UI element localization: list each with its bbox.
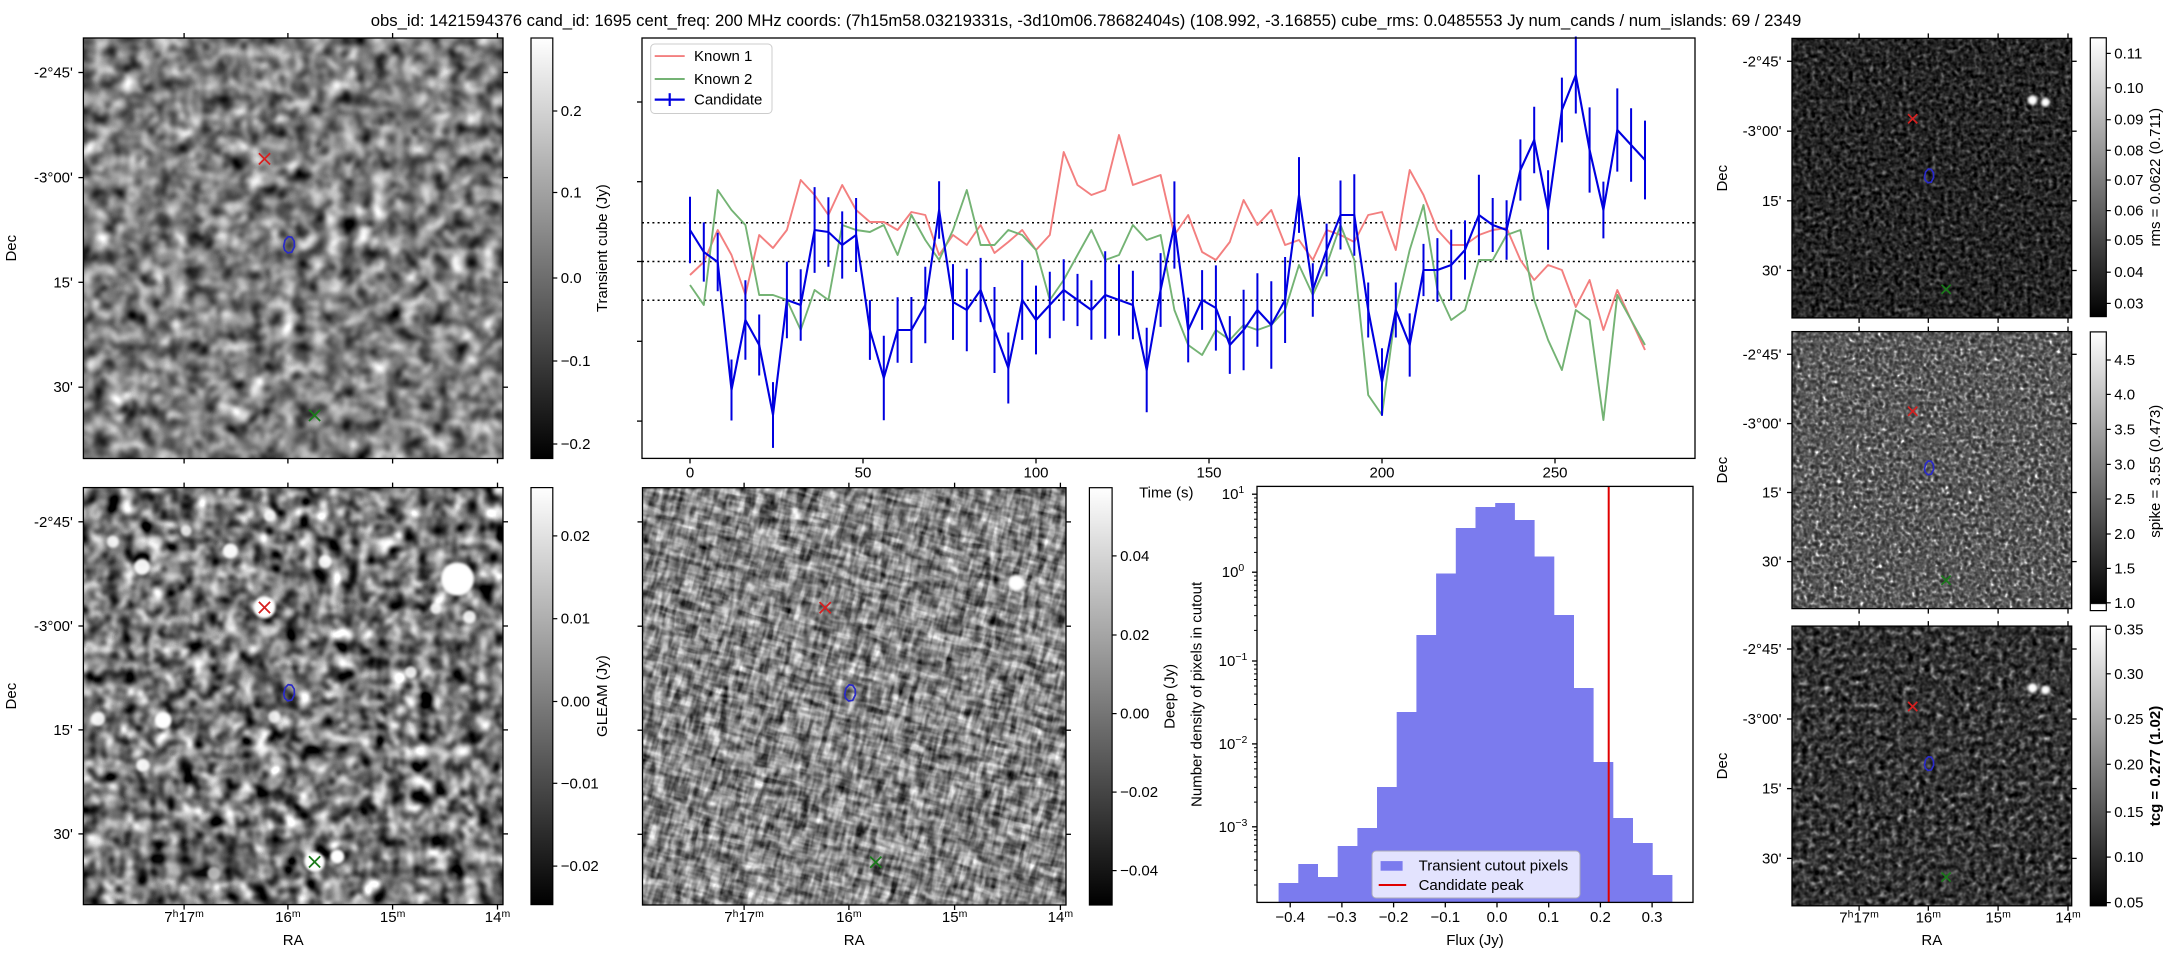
- svg-text:−0.4: −0.4: [1275, 909, 1305, 926]
- svg-text:0.11: 0.11: [2114, 45, 2142, 62]
- svg-text:200: 200: [1369, 465, 1394, 482]
- svg-text:0.10: 0.10: [2114, 849, 2143, 866]
- svg-text:Flux (Jy): Flux (Jy): [1446, 932, 1504, 949]
- svg-text:−0.1: −0.1: [1430, 909, 1460, 926]
- svg-text:−0.02: −0.02: [561, 858, 599, 875]
- svg-text:−0.01: −0.01: [561, 775, 599, 792]
- svg-text:30': 30': [53, 826, 73, 843]
- svg-text:Dec: Dec: [1714, 164, 1731, 191]
- svg-text:50: 50: [855, 465, 872, 482]
- svg-text:250: 250: [1542, 465, 1567, 482]
- svg-text:0.3: 0.3: [1642, 909, 1663, 926]
- svg-text:-3°00': -3°00': [1743, 123, 1782, 140]
- svg-text:Dec: Dec: [3, 682, 20, 709]
- svg-text:RA: RA: [844, 932, 865, 949]
- svg-text:0.1: 0.1: [1538, 909, 1559, 926]
- svg-text:15': 15': [1762, 193, 1782, 210]
- svg-text:0.08: 0.08: [2114, 142, 2143, 159]
- svg-text:-3°00': -3°00': [1743, 416, 1782, 433]
- svg-text:Candidate: Candidate: [694, 92, 762, 109]
- svg-text:Dec: Dec: [3, 234, 20, 261]
- svg-text:2.0: 2.0: [2114, 526, 2135, 543]
- svg-text:0.05: 0.05: [2114, 895, 2143, 912]
- svg-text:30': 30': [1762, 263, 1782, 280]
- svg-text:-2°45': -2°45': [1743, 53, 1782, 70]
- svg-text:0.2: 0.2: [561, 103, 582, 120]
- svg-text:−0.02: −0.02: [1120, 784, 1158, 801]
- svg-text:-2°45': -2°45': [1743, 346, 1782, 363]
- svg-text:-2°45': -2°45': [34, 514, 73, 531]
- svg-text:GLEAM (Jy): GLEAM (Jy): [594, 655, 611, 737]
- svg-text:0.04: 0.04: [1120, 548, 1149, 565]
- svg-text:Known 1: Known 1: [694, 48, 752, 65]
- svg-text:0.25: 0.25: [2114, 711, 2143, 728]
- svg-text:spike = 3.55 (0.473): spike = 3.55 (0.473): [2147, 405, 2164, 538]
- svg-text:4.0: 4.0: [2114, 386, 2135, 403]
- svg-text:−0.2: −0.2: [1379, 909, 1409, 926]
- svg-text:0.15: 0.15: [2114, 804, 2143, 821]
- svg-text:0.2: 0.2: [1590, 909, 1611, 926]
- svg-text:0.02: 0.02: [1120, 627, 1149, 644]
- svg-text:0: 0: [686, 465, 694, 482]
- svg-text:2.5: 2.5: [2114, 491, 2135, 508]
- svg-text:1.0: 1.0: [2114, 595, 2135, 612]
- svg-text:15': 15': [53, 722, 73, 739]
- svg-text:Transient cutout pixels: Transient cutout pixels: [1419, 857, 1569, 874]
- svg-text:30': 30': [1762, 554, 1782, 571]
- svg-text:Candidate peak: Candidate peak: [1419, 877, 1525, 894]
- svg-text:−0.2: −0.2: [561, 436, 591, 453]
- svg-text:Dec: Dec: [1714, 752, 1731, 779]
- svg-text:30': 30': [1762, 850, 1782, 867]
- svg-text:tcg = 0.277 (1.02): tcg = 0.277 (1.02): [2147, 706, 2164, 826]
- svg-text:0.0: 0.0: [561, 270, 582, 287]
- svg-text:0.02: 0.02: [561, 528, 590, 545]
- svg-text:Transient cube (Jy): Transient cube (Jy): [594, 184, 611, 312]
- svg-text:Time (s): Time (s): [1139, 485, 1193, 502]
- svg-text:0.01: 0.01: [561, 611, 590, 628]
- svg-text:0.03: 0.03: [2114, 295, 2143, 312]
- svg-text:-3°00': -3°00': [34, 170, 73, 187]
- svg-text:0.10: 0.10: [2114, 80, 2143, 97]
- svg-text:100: 100: [1023, 465, 1048, 482]
- svg-text:15': 15': [1762, 781, 1782, 798]
- svg-text:0.00: 0.00: [1120, 706, 1149, 723]
- svg-text:0.00: 0.00: [561, 694, 590, 711]
- svg-text:−0.04: −0.04: [1120, 863, 1158, 880]
- svg-text:0.35: 0.35: [2114, 621, 2143, 638]
- svg-text:−0.3: −0.3: [1327, 909, 1357, 926]
- svg-text:obs_id: 1421594376 cand_id: 16: obs_id: 1421594376 cand_id: 1695 cent_fr…: [371, 11, 1802, 30]
- svg-text:15': 15': [53, 274, 73, 291]
- svg-text:1.5: 1.5: [2114, 560, 2135, 577]
- svg-text:3.5: 3.5: [2114, 421, 2135, 438]
- svg-text:0.05: 0.05: [2114, 232, 2143, 249]
- svg-text:0.04: 0.04: [2114, 264, 2143, 281]
- svg-text:Known 2: Known 2: [694, 71, 752, 88]
- svg-text:15': 15': [1762, 485, 1782, 502]
- svg-text:RA: RA: [1921, 932, 1942, 949]
- svg-text:0.30: 0.30: [2114, 666, 2143, 683]
- svg-text:0.0: 0.0: [1487, 909, 1508, 926]
- svg-text:0.07: 0.07: [2114, 172, 2143, 189]
- svg-text:0.09: 0.09: [2114, 112, 2143, 129]
- svg-text:0.1: 0.1: [561, 185, 582, 202]
- svg-text:rms = 0.0622 (0.711): rms = 0.0622 (0.711): [2147, 108, 2164, 247]
- svg-text:RA: RA: [283, 932, 304, 949]
- svg-text:-3°00': -3°00': [34, 618, 73, 635]
- svg-text:Dec: Dec: [1714, 456, 1731, 483]
- svg-text:0.20: 0.20: [2114, 756, 2143, 773]
- svg-text:3.0: 3.0: [2114, 456, 2135, 473]
- svg-text:-2°45': -2°45': [34, 65, 73, 82]
- svg-text:Deep (Jy): Deep (Jy): [1161, 664, 1178, 729]
- svg-text:−0.1: −0.1: [561, 353, 591, 370]
- svg-text:4.5: 4.5: [2114, 352, 2135, 369]
- svg-text:-3°00': -3°00': [1743, 711, 1782, 728]
- svg-text:150: 150: [1196, 465, 1221, 482]
- svg-text:-2°45': -2°45': [1743, 641, 1782, 658]
- svg-text:0.06: 0.06: [2114, 203, 2143, 220]
- svg-text:Number density of pixels in cu: Number density of pixels in cutout: [1189, 581, 1206, 807]
- svg-text:30': 30': [53, 379, 73, 396]
